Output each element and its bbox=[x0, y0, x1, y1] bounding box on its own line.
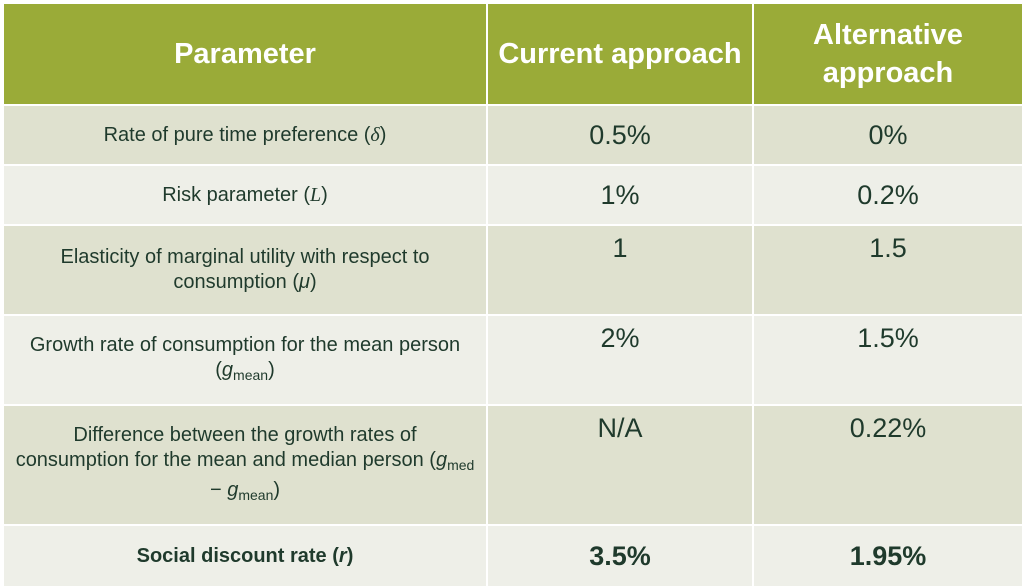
current-value: 2% bbox=[486, 314, 754, 406]
row-label: Rate of pure time preference (δ) bbox=[2, 104, 488, 166]
table-row: Risk parameter (L) 1% 0.2% bbox=[2, 164, 1024, 226]
paren: ) bbox=[346, 544, 354, 567]
subscript: mean bbox=[233, 366, 269, 383]
alternative-value: 0.2% bbox=[752, 164, 1024, 226]
paren: ) bbox=[321, 183, 328, 206]
row-label: Growth rate of consumption for the mean … bbox=[2, 314, 488, 406]
label-text: Growth rate of consumption for the mean … bbox=[29, 333, 461, 381]
label-text: Elasticity of marginal utility with resp… bbox=[60, 246, 430, 293]
current-value: 3.5% bbox=[486, 524, 754, 588]
symbol: g bbox=[435, 448, 448, 471]
label-text: Rate of pure time preference ( bbox=[103, 123, 371, 146]
paren: ) bbox=[309, 271, 317, 293]
row-label: Elasticity of marginal utility with resp… bbox=[2, 224, 488, 316]
alternative-value: 0.22% bbox=[752, 404, 1024, 526]
header-parameter: Parameter bbox=[2, 2, 488, 106]
alternative-value: 1.5 bbox=[752, 224, 1024, 316]
row-label: Difference between the growth rates of c… bbox=[2, 404, 488, 526]
minus: − bbox=[209, 478, 228, 501]
current-value: 0.5% bbox=[486, 104, 754, 166]
paren: ) bbox=[273, 478, 281, 501]
row-label: Risk parameter (L) bbox=[2, 164, 488, 226]
subscript: med bbox=[447, 456, 475, 473]
current-value: 1 bbox=[486, 224, 754, 316]
symbol: r bbox=[338, 544, 347, 567]
label-text: Difference between the growth rates of c… bbox=[15, 423, 436, 471]
symbol: g bbox=[221, 358, 234, 381]
table-row: Elasticity of marginal utility with resp… bbox=[2, 224, 1024, 316]
table-row: Rate of pure time preference (δ) 0.5% 0% bbox=[2, 104, 1024, 166]
subscript: mean bbox=[238, 486, 274, 503]
symbol: g bbox=[227, 478, 239, 501]
total-row: Social discount rate (r) 3.5% 1.95% bbox=[2, 524, 1024, 588]
row-label: Social discount rate (r) bbox=[2, 524, 488, 588]
current-value: N/A bbox=[486, 404, 754, 526]
alternative-value: 1.95% bbox=[752, 524, 1024, 588]
symbol: μ bbox=[298, 271, 310, 293]
table-row: Difference between the growth rates of c… bbox=[2, 404, 1024, 526]
symbol: δ bbox=[370, 123, 380, 146]
paren: ) bbox=[268, 358, 275, 381]
symbol: L bbox=[310, 183, 322, 206]
label-text: Risk parameter ( bbox=[162, 183, 310, 206]
header-row: Parameter Current approach Alternative a… bbox=[2, 2, 1024, 106]
paren: ) bbox=[379, 123, 387, 146]
header-current: Current approach bbox=[486, 2, 754, 106]
header-alternative: Alternative approach bbox=[752, 2, 1024, 106]
table-row: Growth rate of consumption for the mean … bbox=[2, 314, 1024, 406]
label-text: Social discount rate ( bbox=[136, 544, 339, 567]
current-value: 1% bbox=[486, 164, 754, 226]
alternative-value: 0% bbox=[752, 104, 1024, 166]
alternative-value: 1.5% bbox=[752, 314, 1024, 406]
